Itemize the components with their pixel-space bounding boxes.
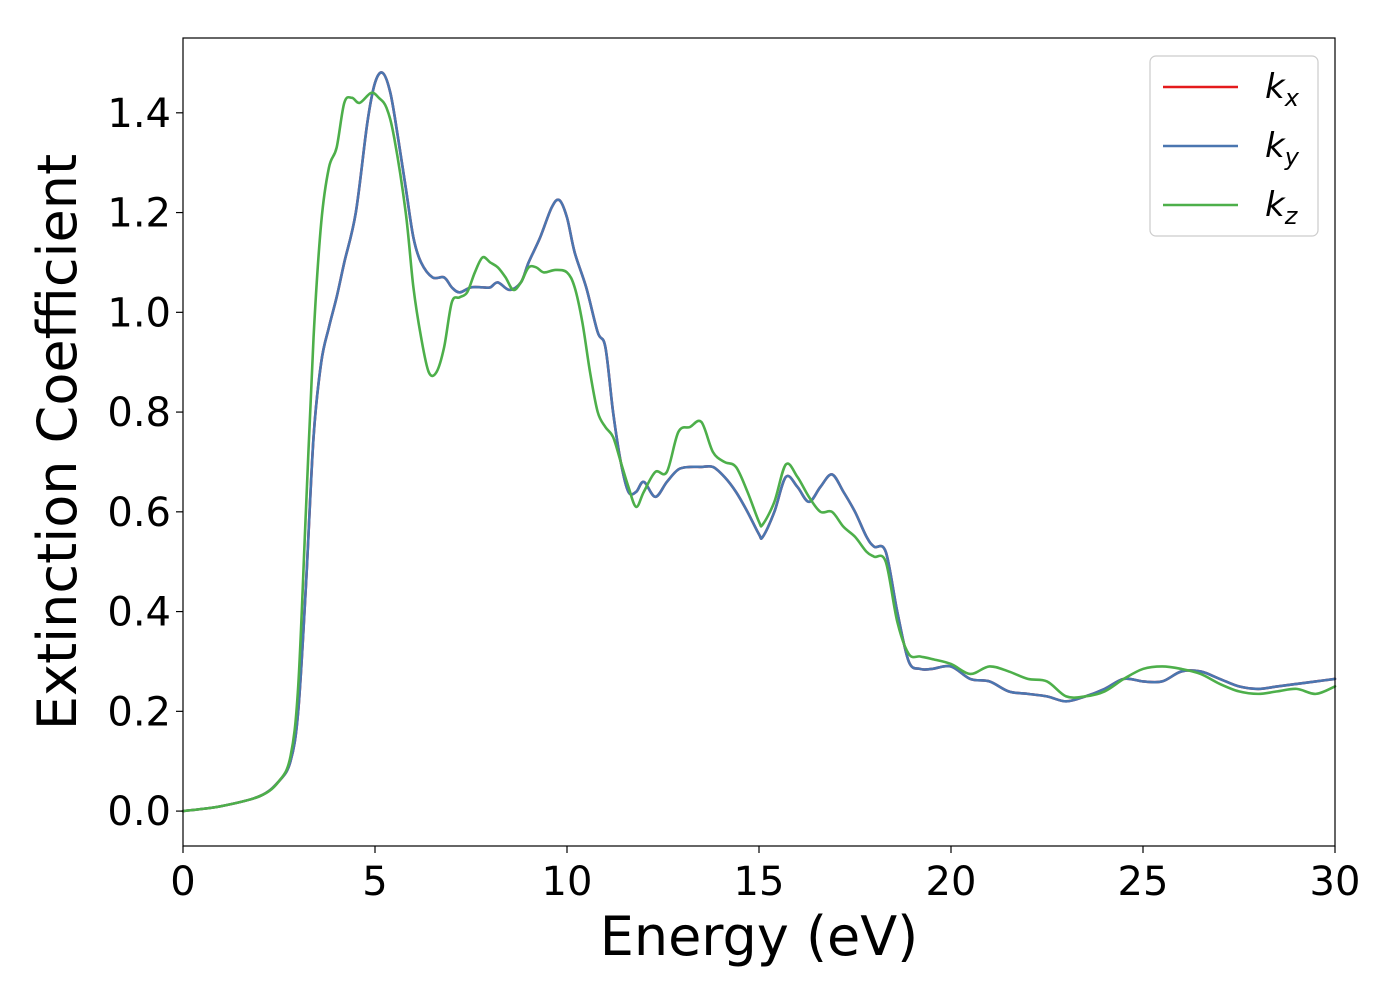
x-tick-label: 30 xyxy=(1310,859,1361,905)
x-axis-ticks: 0 5 10 15 20 25 30 xyxy=(170,846,1360,905)
x-tick-label: 5 xyxy=(362,859,387,905)
y-tick-label: 1.4 xyxy=(107,91,171,137)
x-tick-label: 25 xyxy=(1118,859,1169,905)
legend-label-subscript: x xyxy=(1284,84,1300,112)
x-tick-label: 10 xyxy=(542,859,593,905)
x-axis-title: Energy (eV) xyxy=(600,905,919,968)
series-line-z xyxy=(181,91,1337,813)
legend-label-y: ky xyxy=(1265,126,1300,171)
x-tick-label: 15 xyxy=(734,859,785,905)
y-tick-label: 0.8 xyxy=(107,390,171,436)
y-tick-label: 1.0 xyxy=(107,290,171,336)
legend-label-x: kx xyxy=(1265,67,1300,112)
legend-label-base: k xyxy=(1265,67,1286,107)
y-axis-ticks: 0.0 0.2 0.4 0.6 0.8 1.0 1.2 1.4 xyxy=(107,91,183,835)
legend-label-base: k xyxy=(1265,126,1286,166)
legend-label-base: k xyxy=(1265,185,1286,225)
series-layer xyxy=(181,71,1337,813)
y-tick-label: 0.4 xyxy=(107,590,171,636)
series-line-y xyxy=(181,71,1337,813)
y-tick-label: 1.2 xyxy=(107,191,171,237)
x-tick-label: 0 xyxy=(170,859,195,905)
y-tick-label: 0.0 xyxy=(107,789,171,835)
y-tick-label: 0.2 xyxy=(107,689,171,735)
y-tick-label: 0.6 xyxy=(107,490,171,536)
legend-label-subscript: z xyxy=(1284,202,1299,230)
legend-label-subscript: y xyxy=(1284,143,1300,171)
legend-label-z: kz xyxy=(1265,185,1299,230)
y-axis-title: Extinction Coefficient xyxy=(26,154,89,730)
x-tick-label: 20 xyxy=(926,859,977,905)
